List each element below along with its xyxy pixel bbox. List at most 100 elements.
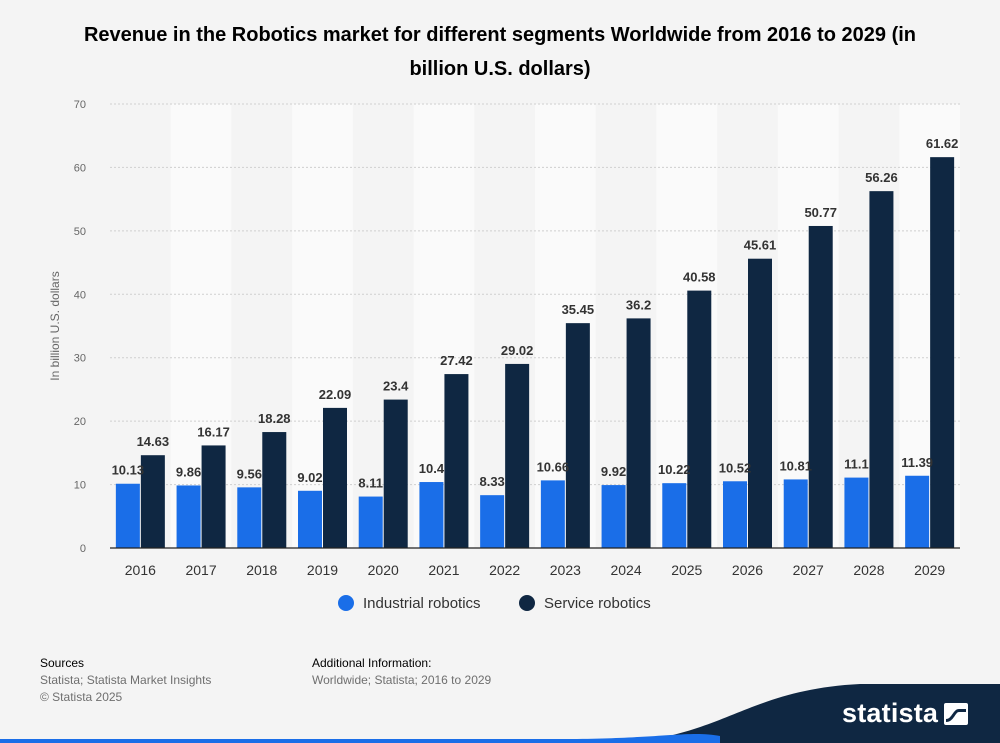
data-label-industrial-2018: 9.56 — [237, 466, 262, 481]
sources-heading: Sources — [40, 656, 85, 670]
y-axis-ticks: 0 10 20 30 40 50 60 70 — [74, 99, 86, 555]
data-label-service-2024: 36.2 — [626, 297, 651, 312]
info-text: Worldwide; Statista; 2016 to 2029 — [312, 673, 492, 687]
bar-industrial-2017[interactable] — [176, 485, 201, 548]
bar-service-2027[interactable] — [808, 225, 833, 548]
legend: Industrial robotics Service robotics — [338, 595, 651, 612]
column-bands — [170, 104, 960, 548]
bars — [115, 157, 955, 548]
data-label-service-2028: 56.26 — [865, 170, 898, 185]
x-axis-ticks: 2016 2017 2018 2019 2020 2021 2022 2023 2024 2025… — [125, 562, 946, 578]
data-label-industrial-2022: 8.33 — [479, 474, 504, 489]
bar-industrial-2021[interactable] — [419, 482, 444, 548]
data-label-service-2020: 23.4 — [383, 379, 409, 394]
bar-service-2021[interactable] — [444, 374, 469, 548]
bar-service-2025[interactable] — [687, 290, 712, 548]
sources-text: Statista; Statista Market Insights — [40, 673, 212, 687]
x-tick-label: 2017 — [185, 562, 216, 578]
data-label-industrial-2024: 9.92 — [601, 464, 626, 479]
copyright-text: © Statista 2025 — [40, 690, 123, 704]
data-label-industrial-2021: 10.4 — [419, 461, 445, 476]
y-tick-label: 30 — [74, 353, 86, 365]
footer-sources: Sources Statista; Statista Market Insigh… — [40, 655, 211, 706]
data-label-industrial-2028: 11.1 — [844, 457, 869, 472]
x-tick-label: 2020 — [368, 562, 399, 578]
bar-service-2018[interactable] — [262, 432, 287, 548]
x-tick-label: 2026 — [732, 562, 763, 578]
x-tick-label: 2022 — [489, 562, 520, 578]
y-tick-label: 20 — [74, 416, 86, 428]
y-axis-label: In billion U.S. dollars — [48, 271, 62, 380]
bar-industrial-2029[interactable] — [905, 475, 930, 548]
bar-service-2023[interactable] — [565, 323, 590, 548]
data-label-industrial-2019: 9.02 — [297, 470, 322, 485]
bar-industrial-2024[interactable] — [601, 485, 626, 548]
bar-industrial-2018[interactable] — [237, 487, 262, 548]
data-label-industrial-2025: 10.22 — [658, 462, 691, 477]
data-labels: 10.13 14.63 9.86 16.17 9.56 18.28 9.02 22.09 8.1… — [112, 136, 959, 490]
data-label-industrial-2029: 11.39 — [901, 455, 933, 470]
bar-industrial-2027[interactable] — [783, 479, 808, 548]
bar-industrial-2016[interactable] — [115, 483, 140, 548]
legend-label-industrial[interactable]: Industrial robotics — [363, 595, 481, 612]
x-tick-label: 2027 — [793, 562, 824, 578]
bar-service-2017[interactable] — [201, 445, 226, 548]
data-label-service-2021: 27.42 — [440, 353, 473, 368]
legend-marker-industrial[interactable] — [338, 595, 354, 611]
data-label-service-2027: 50.77 — [804, 205, 837, 220]
statista-wave-icon — [944, 702, 969, 725]
x-tick-label: 2021 — [428, 562, 459, 578]
data-label-service-2016: 14.63 — [137, 434, 170, 449]
bar-service-2029[interactable] — [930, 157, 955, 548]
bar-industrial-2022[interactable] — [480, 495, 505, 548]
logo-text: statista — [842, 698, 939, 728]
data-label-service-2023: 35.45 — [562, 302, 595, 317]
bar-service-2016[interactable] — [140, 455, 165, 548]
data-label-industrial-2017: 9.86 — [176, 464, 201, 479]
data-label-industrial-2020: 8.11 — [358, 476, 383, 491]
y-tick-label: 50 — [74, 226, 86, 238]
x-tick-label: 2025 — [671, 562, 702, 578]
y-tick-label: 40 — [74, 289, 86, 301]
x-tick-label: 2023 — [550, 562, 581, 578]
data-label-service-2017: 16.17 — [197, 424, 230, 439]
info-heading: Additional Information: — [312, 656, 432, 670]
data-label-service-2026: 45.61 — [744, 238, 777, 253]
data-label-service-2029: 61.62 — [926, 136, 959, 151]
bar-industrial-2019[interactable] — [298, 490, 322, 548]
data-label-service-2019: 22.09 — [319, 387, 352, 402]
bar-service-2026[interactable] — [748, 258, 772, 548]
x-tick-label: 2016 — [125, 562, 156, 578]
y-tick-label: 0 — [80, 543, 86, 555]
bar-industrial-2023[interactable] — [540, 480, 565, 548]
x-tick-label: 2019 — [307, 562, 338, 578]
data-label-service-2022: 29.02 — [501, 343, 534, 358]
data-label-industrial-2026: 10.52 — [719, 460, 752, 475]
bar-service-2019[interactable] — [323, 407, 347, 548]
x-tick-label: 2018 — [246, 562, 277, 578]
bar-industrial-2028[interactable] — [844, 477, 869, 548]
x-tick-label: 2028 — [853, 562, 884, 578]
data-label-service-2025: 40.58 — [683, 270, 716, 285]
bar-industrial-2025[interactable] — [662, 483, 687, 548]
bar-service-2028[interactable] — [869, 191, 894, 548]
data-label-industrial-2023: 10.66 — [537, 459, 570, 474]
bar-service-2022[interactable] — [505, 363, 530, 548]
y-tick-label: 60 — [74, 162, 86, 174]
footer-additional-info: Additional Information: Worldwide; Stati… — [312, 655, 491, 689]
x-tick-label: 2024 — [610, 562, 641, 578]
data-label-industrial-2016: 10.13 — [112, 463, 145, 478]
data-label-industrial-2027: 10.81 — [779, 458, 812, 473]
bar-industrial-2026[interactable] — [723, 481, 747, 548]
x-tick-label: 2029 — [914, 562, 945, 578]
bar-industrial-2020[interactable] — [358, 496, 383, 548]
y-tick-label: 70 — [74, 99, 86, 111]
legend-label-service[interactable]: Service robotics — [544, 595, 651, 612]
statista-logo[interactable]: statista — [842, 698, 969, 729]
data-label-service-2018: 18.28 — [258, 411, 291, 426]
legend-marker-service[interactable] — [519, 595, 535, 611]
bar-service-2024[interactable] — [626, 318, 651, 548]
bar-service-2020[interactable] — [383, 399, 408, 548]
